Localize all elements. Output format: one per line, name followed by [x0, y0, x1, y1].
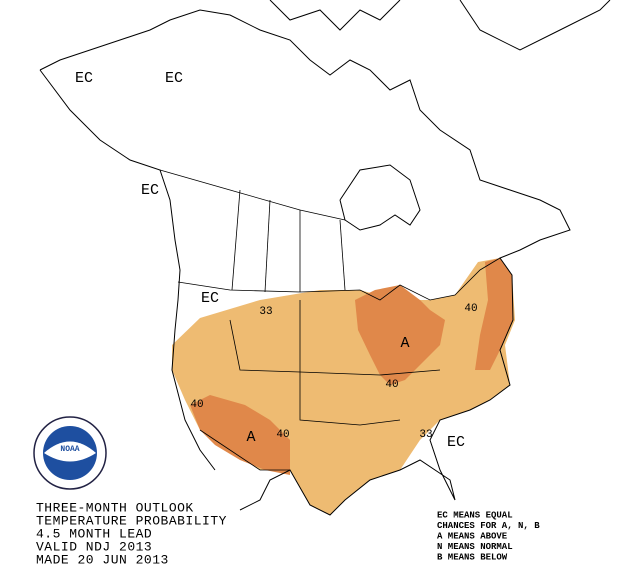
legend-line: N MEANS NORMAL — [437, 542, 513, 552]
border — [299, 300, 401, 426]
anomaly-label: A — [246, 429, 255, 446]
above-40-region — [190, 395, 290, 475]
coastline — [269, 0, 401, 31]
ec-label: EC — [447, 434, 465, 451]
noaa-logo: NOAA — [33, 416, 107, 490]
above-40-region — [355, 285, 445, 385]
title-line: TEMPERATURE PROBABILITY — [36, 513, 227, 528]
border — [264, 199, 271, 293]
above-40-region — [475, 258, 513, 370]
ec-label: EC — [165, 70, 183, 87]
above-33-region — [172, 258, 515, 515]
title-line: VALID NDJ 2013 — [36, 539, 152, 554]
legend-line: EC MEANS EQUAL — [437, 510, 513, 520]
coastline — [39, 9, 571, 516]
legend-line: CHANCES FOR A, N, B — [437, 521, 540, 531]
logo-text: NOAA — [60, 445, 79, 454]
title-line: 4.5 MONTH LEAD — [36, 526, 152, 541]
coastline — [459, 0, 611, 51]
contour-label: 33 — [419, 429, 432, 441]
anomaly-label: A — [400, 335, 409, 352]
contour-label: 33 — [259, 306, 272, 318]
contour-label: 40 — [276, 429, 289, 441]
coastline — [339, 164, 421, 231]
ec-label: EC — [141, 182, 159, 199]
coastline — [39, 69, 216, 471]
ec-label: EC — [75, 70, 93, 87]
legend-line: A MEANS ABOVE — [437, 531, 508, 541]
contour-label: 40 — [385, 379, 398, 391]
ec-label: EC — [201, 290, 219, 307]
border — [159, 169, 346, 221]
border — [231, 189, 241, 291]
border — [199, 429, 290, 471]
title-line: THREE-MONTH OUTLOOK — [36, 500, 194, 515]
border — [339, 219, 346, 291]
contour-label: 40 — [190, 399, 203, 411]
title-line: MADE 20 JUN 2013 — [36, 552, 169, 567]
legend-line: B MEANS BELOW — [437, 552, 508, 562]
contour-label: 40 — [464, 303, 477, 315]
